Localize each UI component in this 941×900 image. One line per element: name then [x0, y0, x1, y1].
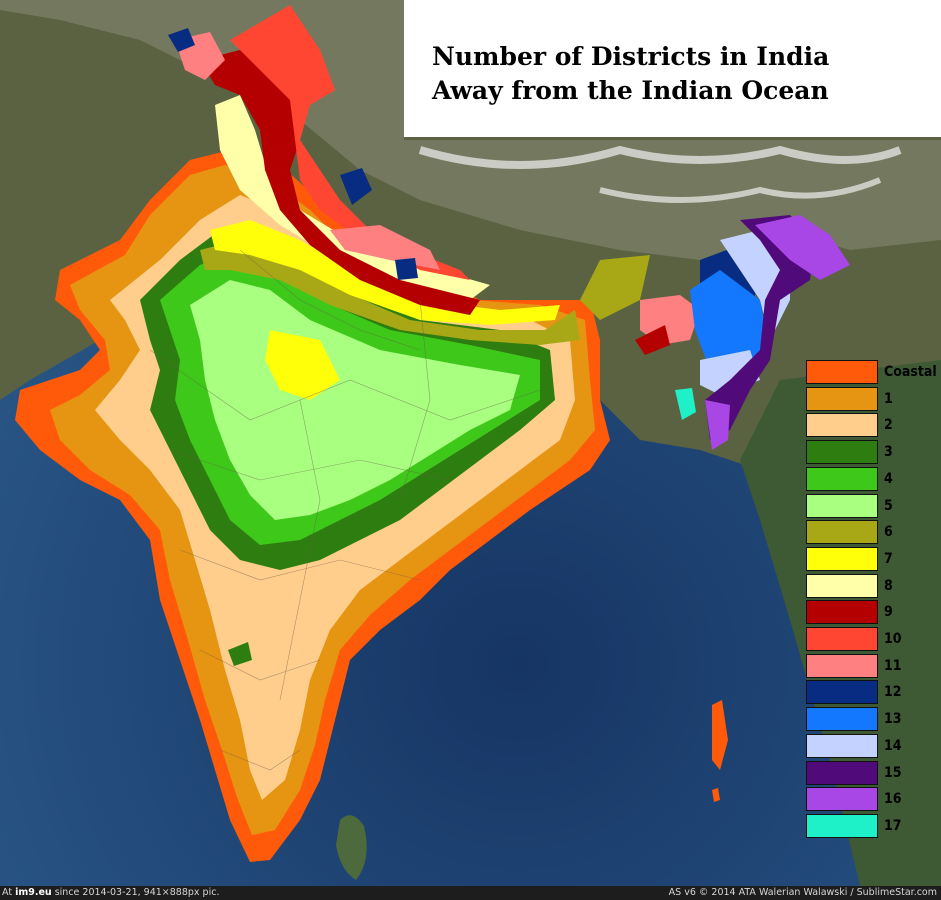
legend-swatch — [806, 600, 878, 625]
map-title-line-2: Away from the Indian Ocean — [432, 76, 829, 105]
legend-label: 7 — [884, 550, 893, 567]
legend-label: 1 — [884, 390, 893, 407]
legend-item-3: 3 — [806, 440, 941, 466]
footer-info: since 2014-03-21, 941×888px pic. — [51, 887, 220, 898]
legend-item-9: 9 — [806, 600, 941, 626]
legend-item-2: 2 — [806, 413, 941, 439]
band-7-patch — [265, 330, 340, 400]
legend-label: 14 — [884, 737, 902, 754]
band-16-districts-a — [755, 215, 850, 280]
band-9-districts — [200, 50, 480, 315]
legend-swatch — [806, 360, 878, 384]
legend-label: 5 — [884, 497, 893, 514]
legend-item-14: 14 — [806, 733, 941, 760]
legend-swatch — [806, 413, 878, 438]
snow-ridge — [418, 145, 902, 169]
legend-swatch — [806, 813, 878, 838]
band-17-district — [675, 388, 696, 420]
legend-label: 6 — [884, 524, 893, 541]
legend-label: 4 — [884, 470, 893, 487]
band-12-district-c — [395, 258, 418, 280]
footer-left: At im9.eu since 2014-03-21, 941×888px pi… — [2, 886, 219, 900]
band-10-districts — [230, 5, 470, 280]
district-boundaries — [149, 249, 541, 771]
band-15-districts — [705, 215, 815, 440]
legend-label: 10 — [884, 631, 902, 647]
legend-swatch — [806, 466, 878, 491]
legend-item-16: 16 — [806, 787, 941, 813]
legend-swatch — [806, 440, 878, 465]
legend-label: 11 — [884, 657, 902, 674]
legend-swatch — [806, 733, 878, 758]
legend-label: 12 — [884, 684, 902, 701]
ne-band-6 — [580, 255, 650, 320]
legend-swatch — [806, 707, 878, 732]
legend-swatch — [806, 520, 878, 545]
andaman-islands — [712, 700, 728, 770]
band-12-district-b — [340, 168, 372, 205]
legend-swatch — [806, 627, 878, 651]
legend-swatch — [806, 493, 878, 518]
legend-item-coastal: Coastal — [806, 360, 941, 386]
legend-swatch — [806, 760, 878, 785]
legend-swatch — [806, 386, 878, 411]
legend-swatch — [806, 680, 878, 705]
snow-ridge-2 — [599, 177, 882, 203]
legend-swatch — [806, 787, 878, 812]
legend-item-8: 8 — [806, 573, 941, 600]
legend-label: 13 — [884, 711, 902, 728]
legend-item-15: 15 — [806, 760, 941, 787]
south-band-3-patch — [228, 642, 252, 666]
legend-item-4: 4 — [806, 466, 941, 493]
ne-band-9 — [635, 325, 670, 355]
band-12-district-a — [168, 28, 195, 52]
legend-item-5: 5 — [806, 493, 941, 520]
footer-prefix: At — [2, 887, 13, 898]
legend-label: 9 — [884, 604, 893, 621]
legend-item-7: 7 — [806, 546, 941, 573]
andaman-islet — [712, 788, 720, 802]
legend-item-13: 13 — [806, 707, 941, 733]
legend-swatch — [806, 653, 878, 678]
legend-swatch — [806, 546, 878, 571]
legend-label: 17 — [884, 817, 902, 834]
legend-item-6: 6 — [806, 520, 941, 546]
legend-item-17: 17 — [806, 813, 941, 840]
legend-label: 2 — [884, 417, 893, 434]
footer-credit: AS v6 © 2014 ATA Walerian Walawski / Sub… — [668, 887, 937, 898]
legend-item-1: 1 — [806, 386, 941, 413]
map-legend: Coastal 1 2 3 4 5 6 7 8 9 10 11 12 13 14 15 16 17 — [806, 360, 937, 842]
legend-label: 8 — [884, 577, 893, 594]
footer-bar: At im9.eu since 2014-03-21, 941×888px pi… — [0, 886, 941, 900]
legend-label: Coastal — [884, 364, 937, 380]
legend-label: 16 — [884, 791, 902, 808]
legend-swatch — [806, 573, 878, 598]
band-16-districts-b — [705, 400, 730, 450]
map-title-line-1: Number of Districts in India — [432, 42, 830, 71]
legend-label: 3 — [884, 444, 893, 461]
legend-label: 15 — [884, 764, 902, 781]
legend-item-10: 10 — [806, 627, 941, 653]
title-box: Number of Districts in India Away from t… — [404, 0, 941, 137]
footer-site-link[interactable]: im9.eu — [15, 887, 52, 898]
legend-item-12: 12 — [806, 680, 941, 706]
sri-lanka — [336, 815, 367, 880]
band-7-districts — [210, 220, 560, 325]
legend-item-11: 11 — [806, 653, 941, 680]
